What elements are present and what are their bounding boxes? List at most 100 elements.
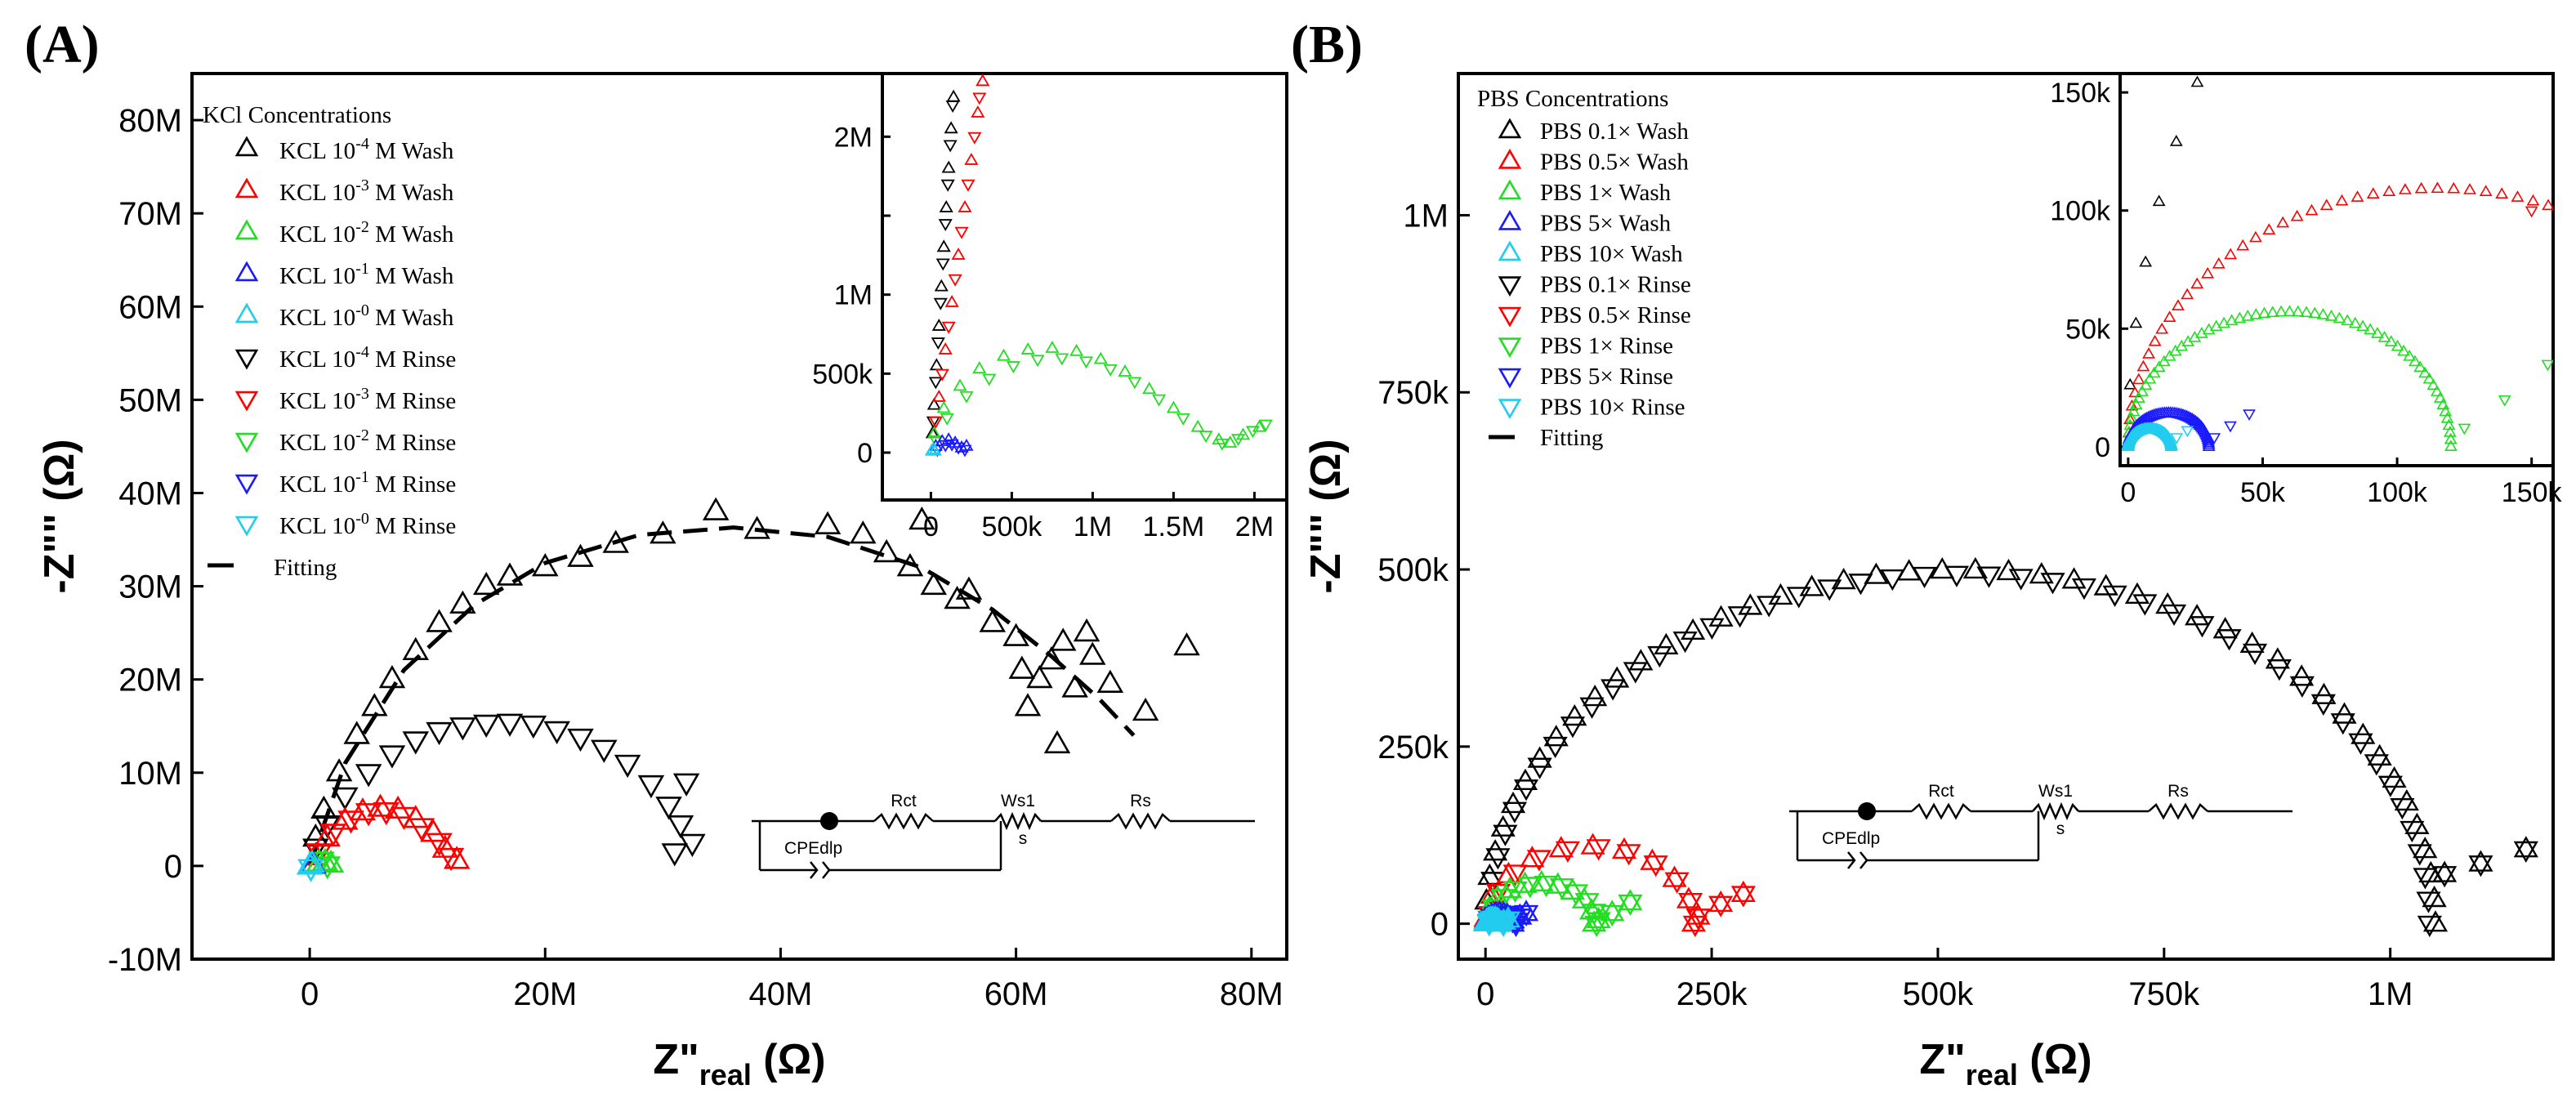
inset-data-point [2123, 413, 2136, 424]
data-point [2124, 582, 2150, 604]
circuit-b-label-rs: Rs [2168, 782, 2189, 801]
inset-data-point [2308, 306, 2322, 319]
inset-data-point [951, 247, 966, 260]
series-0 [302, 497, 1200, 847]
a-y-tick-label: 20M [118, 663, 182, 699]
inset-data-point [1152, 394, 1167, 407]
data-point [1490, 889, 1516, 911]
data-point [543, 721, 570, 745]
inset-data-point [1069, 343, 1084, 356]
data-point [2407, 844, 2432, 866]
inset-data-point [2163, 310, 2176, 323]
b-y-tick-label: 1M [1403, 198, 1449, 234]
data-point [1643, 855, 1668, 877]
b-y-tick-label: 0 [1431, 907, 1449, 943]
circuit-a-label-cpe: CPEdlp [784, 839, 842, 858]
data-point [1676, 886, 1702, 908]
inset-data-point [1215, 438, 1230, 451]
a-y-tick-label: 50M [118, 382, 182, 418]
b-x-tick-label: 250k [1676, 976, 1748, 1012]
data-point [2289, 676, 2315, 698]
data-point [1601, 679, 1626, 701]
b-y-tick-label: 750k [1377, 375, 1449, 411]
data-point [1976, 566, 2002, 588]
data-point [443, 846, 471, 869]
data-point [2416, 891, 2441, 913]
panel-b: 0 250k 500k 750k 1M 0 250k 500k 750k 1M Z"real (Ω)… [1302, 72, 2563, 1091]
data-point [1548, 836, 1574, 858]
legend-marker-1 [234, 177, 259, 199]
data-point [667, 815, 694, 839]
inset-data-point [2266, 306, 2279, 318]
data-point [2217, 629, 2242, 651]
data-point [920, 571, 947, 596]
inset-data-point [2142, 347, 2155, 359]
data-point [2185, 604, 2210, 626]
inset-data-point [2422, 372, 2436, 384]
data-point [1579, 697, 1605, 719]
inset-data-point [954, 226, 969, 239]
legend-item-3: PBS 5× Wash [1540, 211, 1672, 237]
data-point [1493, 824, 1518, 846]
inset-data-point [2324, 310, 2338, 321]
data-point [702, 497, 730, 520]
inset-data-point [2479, 185, 2493, 196]
data-point [332, 787, 359, 811]
data-point [650, 520, 676, 544]
inset-b-series-2 [2121, 305, 2553, 451]
circuit-b-label-ws1: Ws1 [2038, 782, 2073, 801]
inset-b-x-tick-label: 150k [2502, 477, 2563, 508]
inset-data-point [958, 444, 972, 458]
data-point [1002, 623, 1029, 646]
inset-data-point [2155, 322, 2169, 334]
data-point [1672, 631, 1698, 654]
inset-data-point [941, 160, 956, 173]
inset-a-x-tick-label: 1.5M [1143, 511, 1205, 542]
legend-title: KCl Concentrations [203, 102, 391, 128]
inset-a-x-tick-label: 2M [1235, 511, 1274, 542]
inset-data-point [2351, 190, 2364, 202]
data-point [1526, 850, 1551, 872]
inset-data-point [953, 378, 967, 391]
data-point [2413, 868, 2438, 890]
data-point [1527, 757, 1552, 779]
inset-data-point [2152, 360, 2166, 373]
data-point [355, 803, 382, 827]
circuit-b-resistor-rs [2148, 802, 2208, 820]
inset-data-point [1231, 434, 1246, 446]
data-point [1678, 892, 1703, 915]
legend-item-1: PBS 0.5× Wash [1540, 150, 1689, 176]
inset-data-point [2426, 378, 2440, 391]
inset-data-point [2391, 339, 2404, 351]
data-point [2212, 617, 2238, 639]
inset-a-series-7 [930, 439, 972, 458]
data-point [1026, 664, 1053, 689]
inset-data-point [931, 389, 946, 402]
inset-data-point [2147, 366, 2161, 378]
data-point [408, 818, 435, 841]
data-point [567, 728, 594, 752]
inset-data-point [2225, 314, 2239, 326]
inset-data-point [2202, 438, 2216, 449]
data-point [1616, 844, 1641, 866]
legend-marker-7 [1498, 337, 1522, 359]
data-point [2242, 643, 2268, 666]
legend-item-10: Fitting [274, 555, 337, 581]
inset-a: 0 500k 1M 1.5M 2M 0 500k 1M 2M [812, 72, 1288, 542]
legend-item-4: KCL 10-0 M Wash [279, 301, 454, 331]
inset-a-y-tick-label: 0 [857, 438, 873, 469]
legend-item-9: PBS 10× Rinse [1540, 395, 1685, 421]
data-point [296, 851, 324, 875]
data-point [1560, 716, 1586, 739]
data-point [1513, 904, 1539, 927]
legend-marker-9 [1498, 399, 1522, 420]
data-point [2102, 585, 2127, 607]
inset-data-point [2348, 316, 2362, 328]
data-point [2390, 797, 2415, 820]
inset-data-point [2187, 413, 2201, 425]
circuit-b-label-cpe: CPEdlp [1822, 829, 1880, 848]
data-point [297, 859, 324, 882]
data-point [2468, 855, 2493, 877]
data-point [743, 516, 770, 539]
inset-data-point [939, 199, 953, 212]
